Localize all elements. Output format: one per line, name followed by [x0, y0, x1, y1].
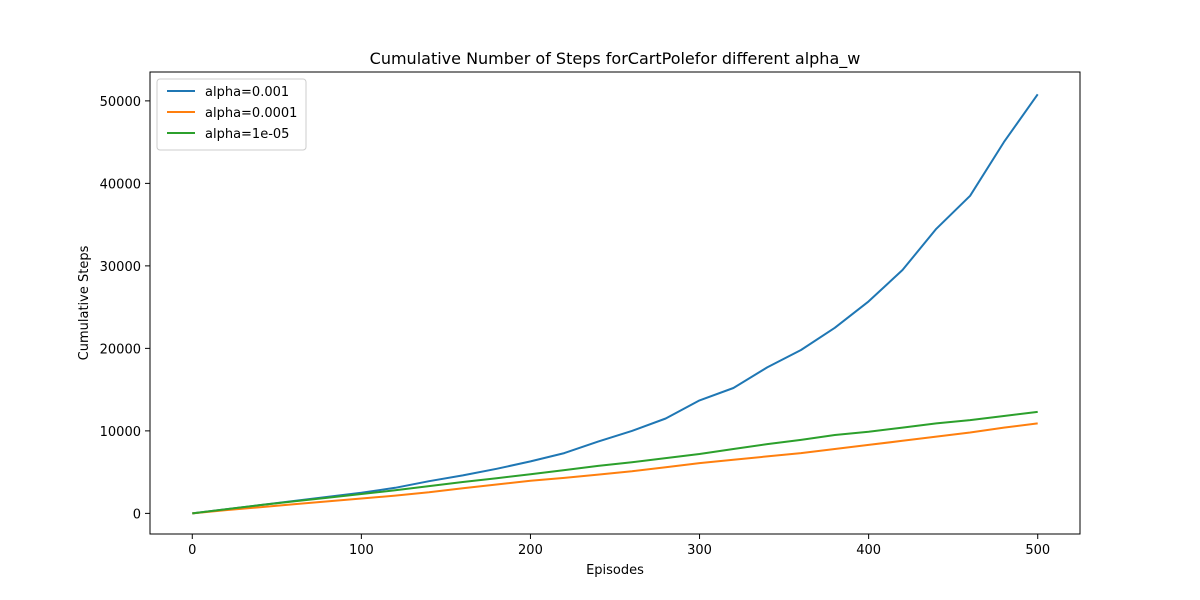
x-axis-label: Episodes [586, 563, 644, 578]
legend-label-2: alpha=1e-05 [205, 127, 289, 142]
x-tick-label-0: 0 [188, 543, 196, 558]
y-tick-label-5: 50000 [100, 95, 141, 110]
y-tick-label-2: 20000 [100, 342, 141, 357]
y-tick-label-3: 30000 [100, 260, 141, 275]
series-line-0 [192, 93, 1039, 515]
x-tick-label-3: 300 [687, 543, 712, 558]
legend-label-0: alpha=0.001 [205, 85, 289, 100]
y-axis-ticks: 0 10000 20000 30000 40000 50000 [100, 95, 150, 522]
y-axis-label: Cumulative Steps [77, 245, 92, 360]
series-layer [192, 93, 1039, 515]
x-tick-label-4: 400 [856, 543, 881, 558]
x-tick-label-1: 100 [349, 543, 374, 558]
series-line-2 [192, 410, 1038, 515]
x-tick-label-5: 500 [1025, 543, 1050, 558]
x-tick-label-2: 200 [518, 543, 543, 558]
legend: alpha=0.001 alpha=0.0001 alpha=1e-05 [156, 78, 307, 151]
y-tick-label-1: 10000 [100, 425, 141, 440]
y-tick-label-0: 0 [133, 507, 141, 522]
y-tick-label-4: 40000 [100, 177, 141, 192]
x-axis-ticks: 0 100 200 300 400 500 [188, 534, 1050, 558]
plot-area [149, 71, 1081, 535]
chart-title: Cumulative Number of Steps forCartPolefo… [370, 49, 861, 69]
legend-label-1: alpha=0.0001 [205, 106, 297, 121]
series-line-1 [192, 422, 1038, 515]
axes-frame [149, 71, 1081, 535]
